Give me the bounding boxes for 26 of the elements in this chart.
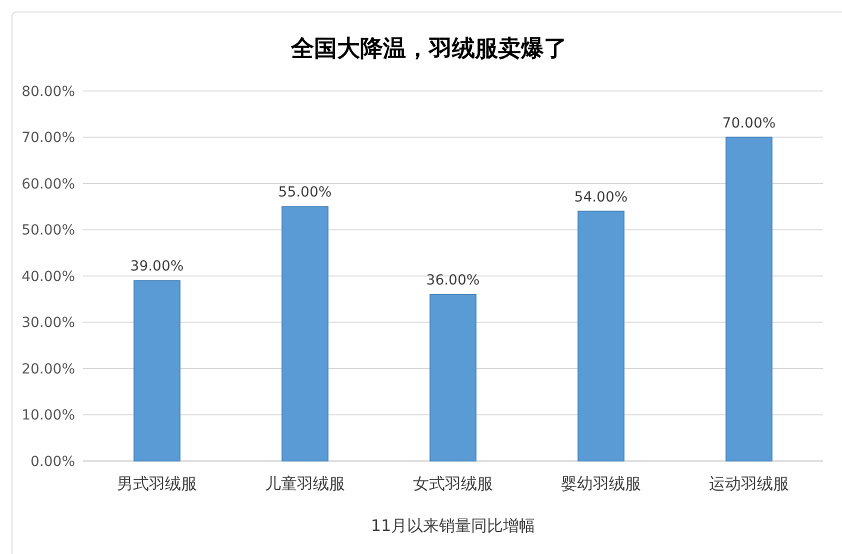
bar <box>282 206 328 462</box>
data-label: 39.00% <box>130 258 184 275</box>
x-tick-label: 女式羽绒服 <box>413 474 493 493</box>
bar <box>726 136 772 462</box>
bar <box>578 210 624 462</box>
x-tick-label: 运动羽绒服 <box>709 474 789 493</box>
y-tick-label: 40.00% <box>22 268 75 285</box>
x-tick-label: 儿童羽绒服 <box>265 474 345 493</box>
y-tick-label: 60.00% <box>22 176 75 192</box>
x-tick-label: 婴幼羽绒服 <box>561 474 641 493</box>
data-label: 54.00% <box>574 189 628 206</box>
bar <box>430 294 476 462</box>
y-tick-label: 70.00% <box>22 130 75 146</box>
bar <box>134 280 180 462</box>
y-tick-label: 10.00% <box>22 408 75 424</box>
y-tick-label: 20.00% <box>22 361 75 378</box>
data-label: 55.00% <box>278 184 332 201</box>
data-label: 36.00% <box>426 272 480 288</box>
y-tick-label: 50.00% <box>22 222 75 239</box>
x-tick-label: 男式羽绒服 <box>117 474 197 493</box>
y-tick-label: 80.00% <box>22 84 75 100</box>
x-axis-title: 11月以来销量同比增幅 <box>370 516 536 535</box>
y-tick-label: 30.00% <box>22 315 75 332</box>
data-label: 70.00% <box>722 115 776 132</box>
chart-title: 全国大降温，羽绒服卖爆了 <box>290 36 567 62</box>
y-tick-label: 0.00% <box>30 454 75 470</box>
